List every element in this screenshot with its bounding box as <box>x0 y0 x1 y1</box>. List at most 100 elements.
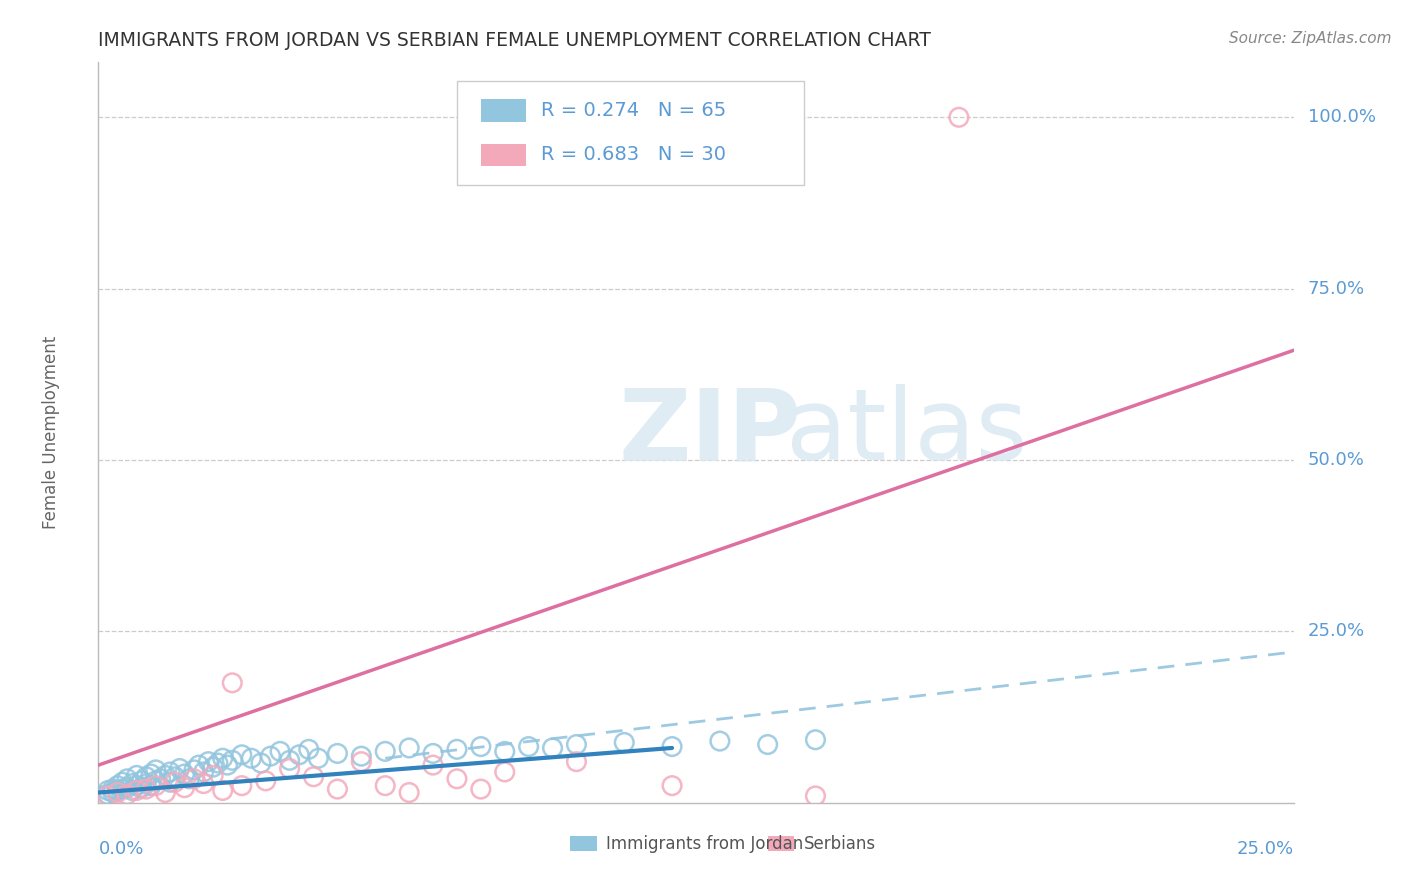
Point <box>231 747 253 762</box>
Point <box>135 782 157 797</box>
Point <box>135 770 157 784</box>
Text: 0.0%: 0.0% <box>98 840 143 858</box>
Point <box>159 764 181 779</box>
Point <box>804 732 827 747</box>
Point <box>131 780 153 795</box>
Point <box>307 751 329 765</box>
FancyBboxPatch shape <box>457 81 804 185</box>
Point <box>115 780 138 795</box>
Point <box>207 756 229 770</box>
Point <box>661 739 683 754</box>
Text: atlas: atlas <box>786 384 1028 481</box>
Text: Source: ZipAtlas.com: Source: ZipAtlas.com <box>1229 31 1392 46</box>
Text: Immigrants from Jordan: Immigrants from Jordan <box>606 835 804 853</box>
Point <box>163 770 186 784</box>
Point <box>398 785 420 799</box>
Point <box>278 762 301 776</box>
Point <box>259 749 281 764</box>
Text: 75.0%: 75.0% <box>1308 280 1365 298</box>
Point <box>374 779 396 793</box>
Point <box>155 785 177 799</box>
Point <box>470 782 492 797</box>
Point <box>107 783 129 797</box>
Point <box>107 779 129 793</box>
Point <box>298 742 321 756</box>
Point <box>517 739 540 754</box>
Point <box>111 775 134 789</box>
Point <box>193 764 215 779</box>
Point <box>422 747 444 761</box>
Point <box>159 775 181 789</box>
Point <box>145 773 167 788</box>
Text: 25.0%: 25.0% <box>1236 840 1294 858</box>
Point <box>97 788 120 802</box>
Point <box>169 762 191 776</box>
Point <box>183 772 205 786</box>
Point <box>211 783 233 797</box>
Point <box>183 763 205 777</box>
Point <box>326 782 349 797</box>
Text: R = 0.683   N = 30: R = 0.683 N = 30 <box>541 145 725 164</box>
Point <box>179 772 201 786</box>
Point <box>211 751 233 765</box>
Point <box>197 755 219 769</box>
Text: Female Unemployment: Female Unemployment <box>42 336 59 529</box>
Point <box>139 767 162 781</box>
Point <box>202 768 225 782</box>
Point <box>187 758 209 772</box>
Point <box>565 738 588 752</box>
Point <box>374 744 396 758</box>
Point <box>326 747 349 761</box>
Point <box>139 779 162 793</box>
Point <box>948 110 970 124</box>
Text: 50.0%: 50.0% <box>1308 451 1365 469</box>
Point <box>145 779 167 793</box>
Text: ZIP: ZIP <box>619 384 801 481</box>
Point <box>135 776 157 790</box>
Point <box>288 747 311 762</box>
Point <box>149 772 172 786</box>
Point <box>97 783 120 797</box>
Point <box>217 758 239 772</box>
Point <box>709 734 731 748</box>
Point <box>125 779 148 793</box>
Point <box>613 735 636 749</box>
Point <box>163 775 186 789</box>
Point <box>302 770 325 784</box>
Point <box>350 749 373 764</box>
Point <box>131 773 153 788</box>
Point <box>240 751 263 765</box>
Point <box>422 758 444 772</box>
Point <box>350 755 373 769</box>
Text: IMMIGRANTS FROM JORDAN VS SERBIAN FEMALE UNEMPLOYMENT CORRELATION CHART: IMMIGRANTS FROM JORDAN VS SERBIAN FEMALE… <box>98 31 931 50</box>
Point <box>804 789 827 803</box>
Point <box>494 764 516 779</box>
Bar <box>571 836 596 851</box>
Point <box>115 788 138 802</box>
Point <box>193 776 215 790</box>
Point <box>470 739 492 754</box>
Point <box>446 772 468 786</box>
Point <box>125 783 148 797</box>
Point <box>278 753 301 767</box>
Point <box>91 789 114 803</box>
Text: R = 0.274   N = 65: R = 0.274 N = 65 <box>541 101 725 120</box>
Point <box>661 779 683 793</box>
Point <box>231 779 253 793</box>
Point <box>756 738 779 752</box>
Point <box>125 768 148 782</box>
Text: 25.0%: 25.0% <box>1308 623 1365 640</box>
Point <box>107 785 129 799</box>
Point <box>97 789 120 803</box>
Point <box>121 783 143 797</box>
Point <box>101 782 124 797</box>
Point <box>111 782 134 797</box>
Point <box>145 763 167 777</box>
Point <box>221 753 243 767</box>
Point <box>541 741 564 756</box>
Point <box>115 772 138 786</box>
Bar <box>768 836 794 851</box>
Point <box>398 741 420 756</box>
Point <box>173 780 195 795</box>
Point <box>202 760 225 774</box>
